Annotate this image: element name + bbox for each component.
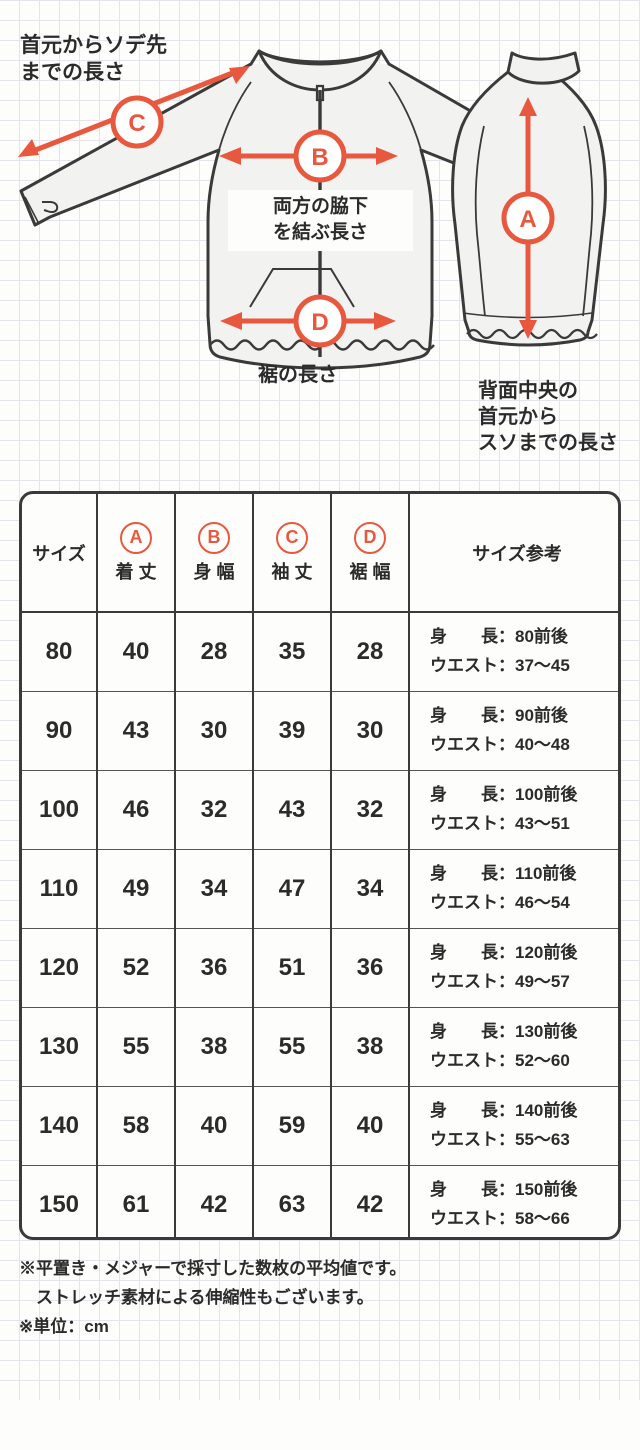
svg-text:A: A [519,206,536,233]
svg-text:D: D [311,309,328,336]
svg-text:B: B [311,144,328,171]
svg-text:C: C [128,110,145,137]
